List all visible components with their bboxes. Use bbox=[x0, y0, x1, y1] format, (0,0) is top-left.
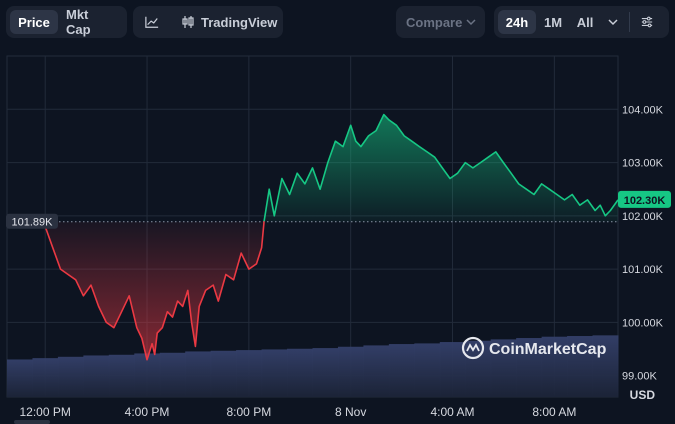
chevron-down-icon bbox=[608, 19, 618, 26]
volume-bar bbox=[134, 353, 161, 397]
price-line bbox=[44, 113, 619, 361]
tradingview-button[interactable]: TradingView bbox=[175, 10, 283, 34]
volume-bar bbox=[287, 348, 313, 397]
x-tick-label: 4:00 AM bbox=[431, 405, 475, 419]
divider bbox=[629, 12, 630, 32]
sliders-icon[interactable] bbox=[633, 10, 661, 34]
current-price-badge: 102.30K bbox=[618, 190, 671, 208]
time-range-group: 24h 1M All bbox=[494, 6, 669, 38]
volume-bar bbox=[83, 355, 110, 397]
baseline-label: 101.89K bbox=[12, 217, 54, 229]
volume-bar bbox=[261, 349, 288, 397]
price-line-below-baseline bbox=[44, 221, 265, 361]
mktcap-tab[interactable]: Mkt Cap bbox=[66, 7, 91, 37]
volume-bar bbox=[414, 343, 441, 397]
coinmarketcap-logo-icon bbox=[461, 336, 485, 360]
volume-bar bbox=[57, 356, 84, 397]
x-tick-label: 8:00 AM bbox=[532, 405, 576, 419]
volume-bar bbox=[159, 352, 186, 397]
range-24h-button[interactable]: 24h bbox=[498, 10, 536, 34]
x-tick-label: 8 Nov bbox=[335, 405, 366, 419]
x-tick-label: 8:00 PM bbox=[227, 405, 272, 419]
volume-bar bbox=[541, 336, 568, 397]
price-area-below-baseline bbox=[45, 221, 265, 360]
watermark-text: CoinMarketCap bbox=[489, 341, 607, 358]
baseline-badge: 101.89K bbox=[6, 213, 58, 229]
price-mktcap-toggle: Price Mkt Cap bbox=[6, 6, 127, 38]
y-tick-label: 103.00K bbox=[622, 158, 664, 170]
y-tick-label: 101.00K bbox=[622, 264, 664, 276]
candlestick-icon bbox=[181, 15, 195, 29]
compare-dropdown[interactable]: Compare bbox=[396, 6, 485, 38]
volume-bar bbox=[236, 350, 263, 397]
range-1m-button[interactable]: 1M bbox=[543, 14, 563, 30]
volume-bar bbox=[363, 345, 390, 397]
compare-label: Compare bbox=[406, 14, 463, 30]
volume-bar bbox=[32, 358, 59, 397]
volume-bar bbox=[7, 359, 33, 397]
currency-label: USD bbox=[630, 388, 656, 402]
coinmarketcap-watermark: CoinMarketCap bbox=[461, 336, 607, 360]
current-price-label: 102.30K bbox=[624, 195, 666, 207]
volume-bar bbox=[185, 351, 212, 397]
range-dropdown-button[interactable] bbox=[600, 10, 626, 34]
price-tab[interactable]: Price bbox=[10, 10, 58, 34]
price-area-above-baseline bbox=[264, 114, 618, 222]
line-chart-icon[interactable] bbox=[137, 10, 167, 34]
volume-bar bbox=[592, 335, 619, 397]
volume-bar bbox=[108, 354, 135, 397]
y-axis: 99.00K 100.00K 101.00K 102.00K 103.00K 104.00… bbox=[622, 104, 664, 382]
volume-bar bbox=[516, 338, 543, 397]
volume-bar bbox=[337, 346, 364, 397]
scroll-thumb[interactable] bbox=[14, 420, 50, 424]
chevron-down-icon bbox=[466, 18, 476, 26]
tradingview-label: TradingView bbox=[201, 14, 278, 30]
x-tick-label: 4:00 PM bbox=[125, 405, 170, 419]
x-axis: 12:00 PM 4:00 PM 8:00 PM 8 Nov 4:00 AM 8:00 A… bbox=[20, 405, 577, 419]
volume-bar bbox=[567, 336, 594, 397]
price-area bbox=[45, 114, 618, 360]
chart-type-group: TradingView bbox=[133, 6, 283, 38]
x-tick-label: 12:00 PM bbox=[20, 405, 71, 419]
volume-bars bbox=[7, 335, 619, 397]
volume-bar bbox=[490, 339, 517, 397]
y-tick-label: 99.00K bbox=[622, 371, 658, 383]
y-tick-label: 100.00K bbox=[622, 317, 664, 329]
y-tick-label: 102.00K bbox=[622, 211, 664, 223]
volume-bar bbox=[439, 342, 466, 397]
chart-toolbar: Price Mkt Cap TradingView Compare 24h 1M… bbox=[6, 6, 669, 38]
volume-bar bbox=[312, 348, 339, 397]
volume-bar bbox=[388, 344, 415, 397]
volume-bar bbox=[210, 350, 237, 397]
price-line-above-baseline bbox=[263, 113, 619, 222]
y-tick-label: 104.00K bbox=[622, 104, 664, 116]
range-all-button[interactable]: All bbox=[576, 14, 594, 30]
